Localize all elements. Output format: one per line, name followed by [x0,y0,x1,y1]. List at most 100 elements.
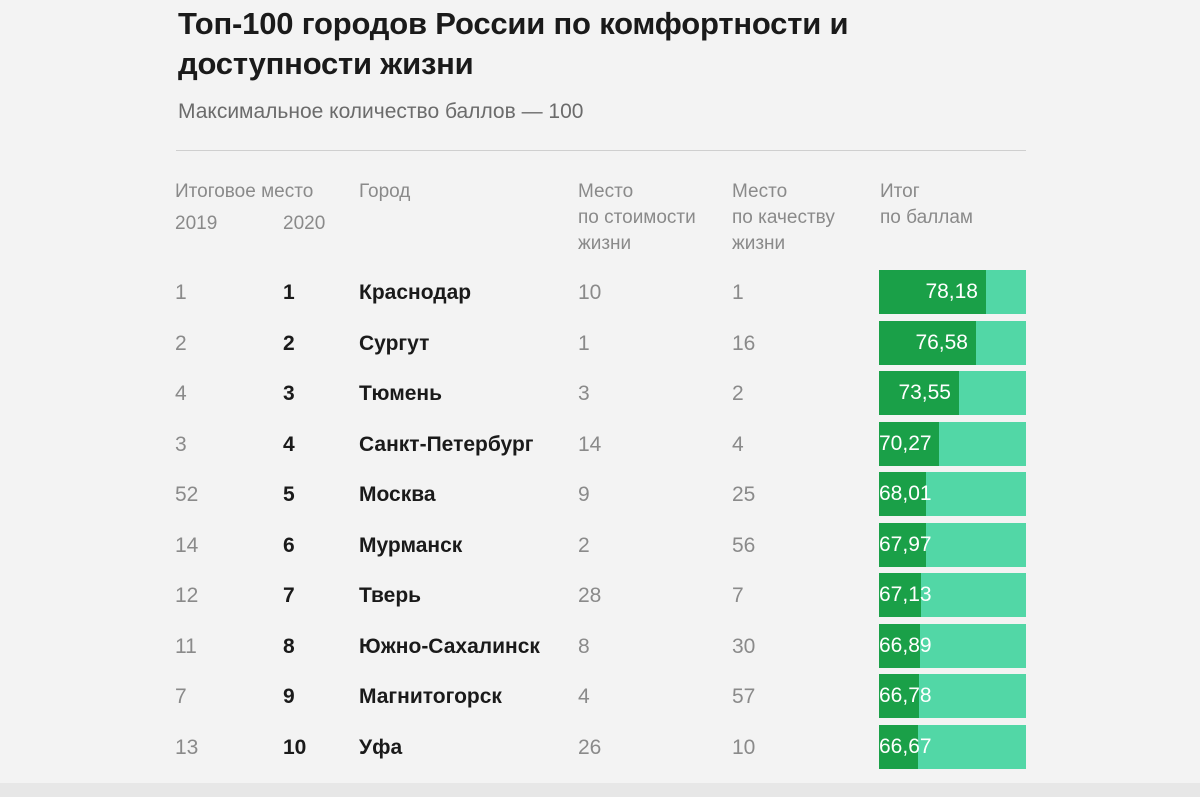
quality-rank: 1 [732,281,744,304]
quality-rank: 56 [732,533,756,557]
score-bar [879,472,926,516]
quality-rank: 16 [732,331,756,355]
score-bar-track: 70,27 [879,421,1026,466]
score-bar-track: 68,01 [879,472,1026,516]
score-label: 78,18 [925,280,978,303]
table-row: 7 9 Магнитогорск 4 57 66,78 [0,674,1200,724]
header-rank-title: Итоговое место [175,181,314,202]
header-cost-line2: по стоимости [578,207,696,228]
header-quality-line1: Место [732,181,788,202]
header-quality-rank: Место по качеству жизни [732,179,835,257]
chart-subtitle: Максимальное количество баллов — 100 [178,100,584,123]
header-city: Город [359,181,411,202]
rank-2019: 2 [175,331,187,355]
rank-2019: 4 [175,382,187,405]
score-bar [879,270,986,314]
rank-2020: 1 [283,281,295,304]
table-row: 14 6 Мурманск 2 56 67,97 [0,522,1200,573]
table-row: 4 3 Тюмень 3 2 73,55 [0,371,1200,421]
rank-2019: 14 [175,533,199,557]
header-quality-line2: по качеству [732,207,835,228]
quality-rank: 4 [732,432,744,456]
rank-2020: 8 [283,634,295,658]
rank-2019: 13 [175,735,199,759]
header-cost-line3: жизни [578,233,632,254]
header-cost-line1: Место [578,181,634,202]
rank-2020: 4 [283,432,295,456]
score-label: 70,27 [879,431,932,455]
rank-2019: 12 [175,584,199,607]
rank-2019: 7 [175,685,187,708]
header-rank-2020: 2020 [283,213,326,234]
score-bar [879,320,976,365]
city-name: Краснодар [359,281,472,304]
cost-rank: 10 [578,281,602,304]
rank-2019: 11 [175,634,197,658]
score-bar [879,371,959,415]
score-label: 66,78 [879,684,932,707]
rank-2020: 10 [283,735,307,759]
score-label: 73,55 [898,381,951,404]
city-name: Санкт-Петербург [359,432,534,456]
score-bar-track: 73,55 [879,371,1026,415]
score-bar [879,674,919,718]
table-row: 2 2 Сургут 1 16 76,58 [0,320,1200,371]
cost-rank: 14 [578,432,602,456]
table-row: 52 5 Москва 9 25 68,01 [0,472,1200,522]
header-rank: Итоговое место [175,179,313,205]
quality-rank: 7 [732,584,744,607]
city-name: Тюмень [359,382,443,405]
score-bar-track: 78,18 [879,270,1026,314]
cost-rank: 1 [578,331,590,355]
score-bar [879,573,921,617]
score-label: 67,97 [879,532,932,556]
table-row: 11 8 Южно-Сахалинск 8 30 66,89 [0,623,1200,674]
cost-rank: 28 [578,584,602,607]
rank-2020: 3 [283,382,295,405]
city-name: Мурманск [359,533,463,557]
city-name: Тверь [359,584,422,607]
city-name: Магнитогорск [359,685,502,708]
city-name: Уфа [359,735,403,759]
rank-2019: 3 [175,432,187,456]
score-bar [879,421,939,466]
score-bar [879,724,918,769]
cost-rank: 26 [578,735,602,759]
quality-rank: 25 [732,483,756,506]
score-bar [879,623,920,668]
header-rank-2019: 2019 [175,213,218,234]
header-total-line1: Итог [880,181,920,202]
cost-rank: 4 [578,685,590,708]
score-bar-track: 66,89 [879,623,1026,668]
score-label: 66,89 [879,633,932,657]
chart-title: Топ-100 городов России по комфортности и… [178,6,849,81]
header-quality-line3: жизни [732,233,786,254]
score-label: 67,13 [879,583,932,606]
cost-rank: 2 [578,533,590,557]
quality-rank: 30 [732,634,756,658]
table-row: 1 1 Краснодар 10 1 78,18 [0,270,1200,320]
bottom-strip [0,783,1200,797]
score-bar-track: 66,67 [879,724,1026,769]
header-cost-rank: Место по стоимости жизни [578,179,696,257]
rank-2020: 2 [283,331,295,355]
table-row: 3 4 Санкт-Петербург 14 4 70,27 [0,421,1200,472]
rank-2020: 5 [283,483,295,506]
score-bar [879,522,926,567]
cost-rank: 3 [578,382,590,405]
city-name: Южно-Сахалинск [359,634,540,658]
score-label: 76,58 [915,330,968,354]
rank-2020: 7 [283,584,295,607]
score-bar-track: 67,97 [879,522,1026,567]
header-total-score: Итог по баллам [880,179,973,231]
score-label: 68,01 [879,482,932,505]
score-label: 66,67 [879,734,932,758]
quality-rank: 10 [732,735,756,759]
score-bar-track: 67,13 [879,573,1026,617]
cost-rank: 8 [578,634,590,658]
divider [176,150,1026,151]
quality-rank: 2 [732,382,744,405]
rank-2020: 6 [283,533,295,557]
header-total-line2: по баллам [880,207,973,228]
